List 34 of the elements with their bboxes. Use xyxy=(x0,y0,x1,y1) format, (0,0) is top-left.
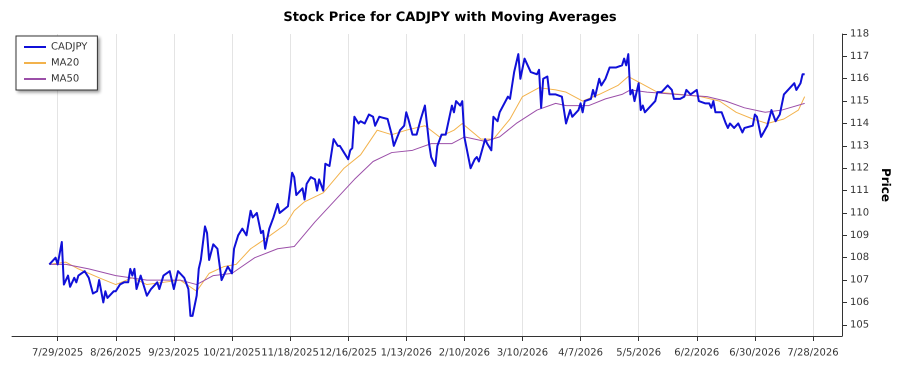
y-tick-label: 106 xyxy=(850,296,870,308)
y-tick-label: 105 xyxy=(850,319,870,330)
legend-label: CADJPY xyxy=(51,42,88,52)
x-tick-label: 6/2/2026 xyxy=(674,348,720,358)
y-tick-label: 110 xyxy=(850,207,870,218)
x-tick-label: 6/30/2026 xyxy=(729,348,780,358)
y-tick-label: 115 xyxy=(850,96,870,107)
y-tick-label: 108 xyxy=(850,252,870,264)
y-tick-label: 111 xyxy=(850,185,870,196)
y-tick-label: 109 xyxy=(850,230,870,241)
x-tick-label: 9/23/2025 xyxy=(148,348,200,358)
x-tick-label: 11/18/2025 xyxy=(261,348,319,358)
x-tick-label: 5/5/2026 xyxy=(616,348,662,358)
x-tick-label: 4/7/2026 xyxy=(558,348,604,358)
y-tick-label: 113 xyxy=(850,140,870,152)
y-tick-label: 118 xyxy=(850,28,870,40)
x-tick-label: 7/28/2026 xyxy=(787,348,839,358)
x-tick-label: 2/10/2026 xyxy=(438,348,490,358)
legend-label: MA50 xyxy=(51,74,80,84)
y-tick-label: 117 xyxy=(850,50,870,62)
chart-title: Stock Price for CADJPY with Moving Averages xyxy=(283,10,617,25)
x-tick-label: 7/29/2025 xyxy=(32,348,84,358)
x-tick-label: 1/13/2026 xyxy=(380,348,432,358)
y-tick-label: 114 xyxy=(850,118,870,129)
x-tick-label: 3/10/2026 xyxy=(496,348,548,358)
legend-label: MA20 xyxy=(51,58,80,68)
line-series xyxy=(48,53,806,317)
y-tick-label: 107 xyxy=(850,274,870,286)
y-tick-label: 116 xyxy=(850,73,870,84)
y-tick-label: 112 xyxy=(850,162,870,174)
y-axis-title: Price xyxy=(879,168,893,202)
x-tick-label: 12/16/2025 xyxy=(319,348,377,358)
x-tick-label: 10/21/2025 xyxy=(203,348,261,358)
x-tick-label: 8/26/2025 xyxy=(90,348,142,358)
